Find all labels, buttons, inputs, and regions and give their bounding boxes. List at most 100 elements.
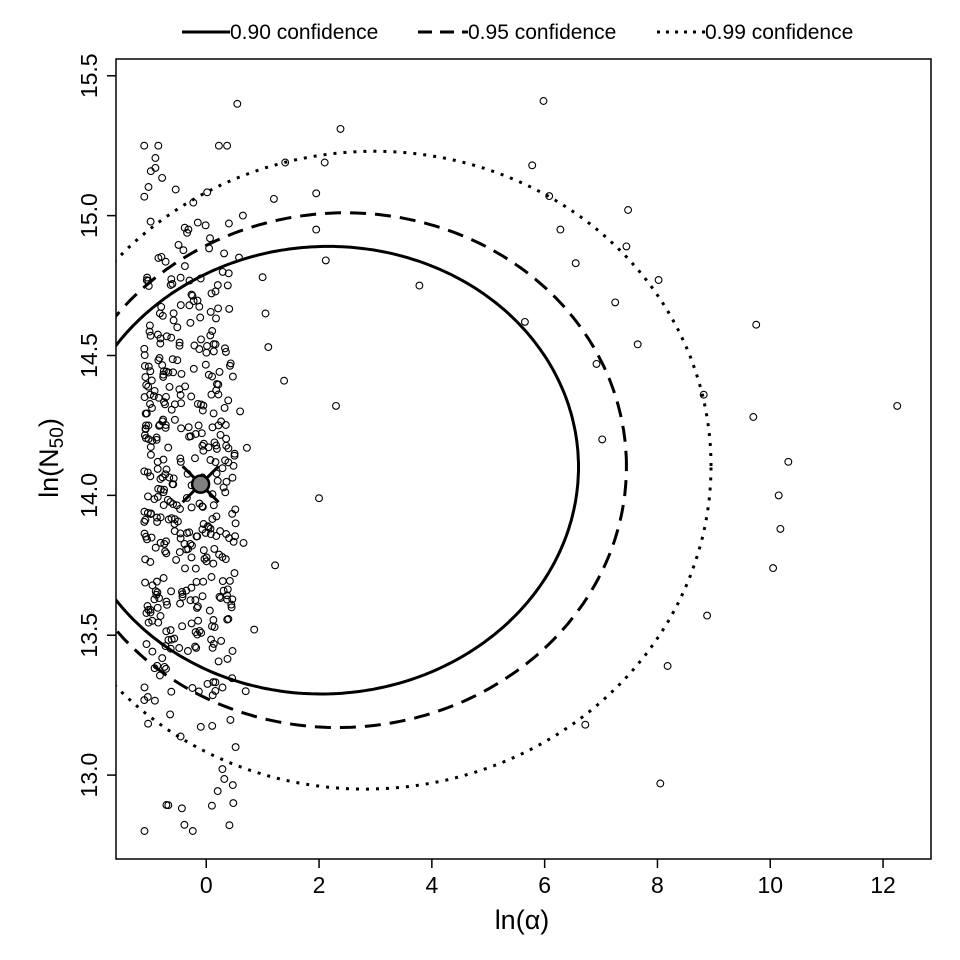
scatter-point [752,320,761,329]
scatter-point [146,510,155,518]
scatter-point [142,609,151,617]
scatter-point [213,281,222,290]
scatter-point [146,331,155,340]
scatter-point [162,549,171,558]
scatter-point [212,441,221,450]
scatter-point [161,257,170,266]
x-axis-title: ln(α) [495,905,550,935]
scatter-point [182,586,191,595]
scatter-point [169,316,178,325]
scatter-point [153,464,162,473]
scatter-point [148,647,157,656]
scatter-point [162,597,171,606]
scatter-point [197,628,206,637]
scatter-point [224,219,233,228]
scatter-point [207,289,216,298]
scatter-point [189,297,198,306]
scatter-point [209,639,218,648]
scatter-point [145,321,154,330]
scatter-point [633,340,642,349]
scatter-point [216,594,225,602]
scatter-point [193,218,202,227]
estimate-point [190,474,211,494]
scatter-point [183,647,192,655]
scatter-point [654,276,663,284]
scatter-point [164,515,173,524]
scatter-point [186,596,195,605]
scatter-point [173,323,182,332]
scatter-point [208,643,217,652]
scatter-point [197,429,206,438]
scatter-point [210,544,219,553]
scatter-point [225,304,234,313]
scatter-point [211,458,220,467]
scatter-point [206,524,215,533]
scatter-point [162,664,170,673]
scatter-point [180,223,189,232]
scatter-point [164,636,173,644]
scatter-point [198,502,207,511]
scatter-point [163,600,171,609]
scatter-point [204,443,213,452]
scatter-point [703,611,712,620]
scatter-point [231,519,240,528]
scatter-point [158,417,167,426]
scatter-point [699,390,708,399]
scatter-point [893,401,902,410]
scatter-point [146,400,154,408]
scatter-point [198,592,207,601]
y-tick-label: 15.0 [76,193,102,238]
scatter-point [140,827,149,835]
scatter-point [175,548,184,557]
scatter-point [194,421,203,430]
scatter-point [176,454,185,463]
scatter-point [176,505,184,513]
scatter-point [212,512,221,521]
scatter-point [212,444,221,453]
scatter-point [166,281,175,289]
scatter-point [315,494,323,503]
scatter-point [158,173,167,182]
y-axis-title-subscript: 50 [47,427,68,448]
y-axis-title: ln(N50) [34,418,68,498]
scatter-point [148,581,157,590]
scatter-point [191,454,199,463]
scatter-point [191,564,200,573]
scatter-point [167,687,176,696]
scatter-point [168,355,177,364]
scatter-point [264,343,273,352]
y-tick-label: 13.5 [76,613,102,658]
scatter-point [193,399,202,408]
scatter-point [221,344,229,353]
y-tick-label: 14.0 [76,473,102,518]
scatter-point [221,488,230,497]
scatter-point [223,281,232,290]
scatter-point [209,616,218,624]
scatter-point [221,347,230,356]
scatter-point [156,475,165,483]
scatter-point [173,356,182,365]
scatter-point [148,436,157,445]
scatter-point [215,592,224,601]
scatter-point [166,626,175,635]
point-estimate [181,465,220,504]
scatter-point [190,341,199,350]
scatter-point [211,287,220,296]
scatter-point [165,382,174,391]
scatter-point [209,678,218,687]
scatter-point [148,404,156,412]
scatter-point [228,509,237,518]
scatter-point [196,722,205,731]
scatter-point [170,515,179,524]
legend-label-090: 0.90 confidence [230,21,378,44]
scatter-point [152,577,161,586]
scatter-point [153,493,162,501]
scatter-point [571,259,580,268]
scatter-point [223,615,232,624]
scatter-point [528,161,537,170]
legend-label-095: 0.95 confidence [468,21,616,44]
scatter-point [220,249,229,258]
scatter-point [218,577,227,586]
scatter-point [162,537,170,546]
